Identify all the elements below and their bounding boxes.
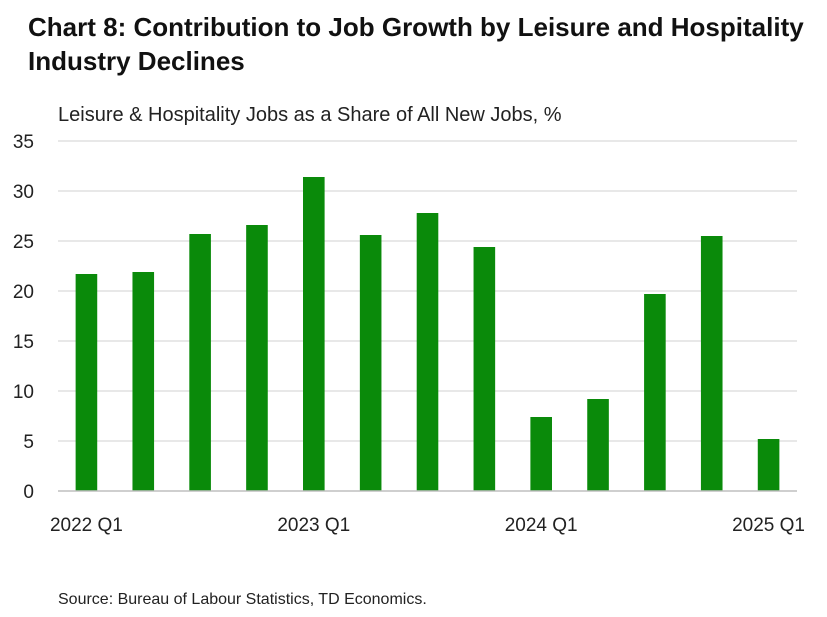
- bar-2023-q3: [416, 213, 439, 491]
- x-tick-label: 2022 Q1: [50, 515, 123, 536]
- bar-2022-q4: [246, 225, 268, 491]
- source-note: Source: Bureau of Labour Statistics, TD …: [58, 591, 427, 608]
- y-tick-label: 10: [13, 382, 34, 403]
- y-tick-label: 20: [13, 282, 34, 303]
- y-tick-label: 35: [13, 132, 34, 153]
- bar-2025-q1: [757, 439, 780, 491]
- bar-2023-q2: [359, 235, 382, 491]
- bar-2022-q2: [132, 272, 155, 491]
- bar-2024-q4: [700, 236, 723, 491]
- y-tick-label: 15: [13, 332, 34, 353]
- y-tick-label: 30: [13, 182, 34, 203]
- x-tick-label: 2024 Q1: [505, 515, 578, 536]
- x-tick-label: 2023 Q1: [277, 515, 350, 536]
- bar-2023-q4: [473, 247, 496, 491]
- y-tick-label: 25: [13, 232, 34, 253]
- y-tick-label: 0: [23, 482, 34, 503]
- bars: [75, 177, 780, 491]
- x-tick-label: 2025 Q1: [732, 515, 805, 536]
- bar-2022-q3: [189, 234, 211, 491]
- chart-title: Chart 8: Contribution to Job Growth by L…: [28, 12, 804, 76]
- bar-2024-q2: [587, 399, 609, 491]
- chart-subtitle: Leisure & Hospitality Jobs as a Share of…: [58, 104, 562, 126]
- bar-2024-q1: [530, 417, 552, 491]
- y-tick-label: 5: [23, 432, 34, 453]
- bar-2022-q1: [75, 274, 98, 491]
- bar-2024-q3: [644, 294, 666, 491]
- bar-2023-q1: [303, 177, 325, 491]
- axes: 0 5 10 15 20 25 30 35 2022 Q1 2023 Q1 2024 Q1 2025 …: [13, 132, 805, 536]
